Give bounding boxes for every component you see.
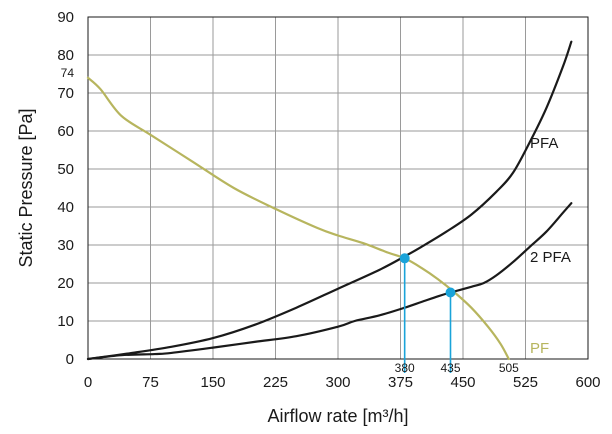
operating-point: [399, 253, 410, 264]
x-tick-label: 150: [200, 374, 225, 391]
x-tick-label: 0: [84, 374, 92, 391]
x-tick-label: 375: [388, 374, 413, 391]
y-tick-label: 10: [57, 313, 74, 330]
y-tick-label: 50: [57, 161, 74, 178]
x-axis-title: Airflow rate [m³/h]: [267, 406, 408, 426]
series-label-pf: PF: [530, 340, 549, 357]
y-tick-label: 40: [57, 199, 74, 216]
y-axis-title: Static Pressure [Pa]: [16, 108, 36, 267]
series-line-pfa: [86, 40, 573, 361]
y-tick-label: 70: [57, 85, 74, 102]
operating-point-label: 380: [395, 361, 415, 375]
x-tick-label: 450: [450, 374, 475, 391]
operating-point-label: 435: [440, 361, 460, 375]
plot-frame: [87, 16, 589, 360]
y-marker-label: 74: [61, 66, 75, 80]
y-tick-label: 30: [57, 237, 74, 254]
y-tick-label: 60: [57, 123, 74, 140]
operating-point: [445, 287, 456, 298]
x-tick-label: 600: [575, 374, 600, 391]
markers-layer: 380 435: [395, 253, 461, 375]
y-tick-label: 90: [57, 9, 74, 26]
series-line-2-pfa: [86, 202, 573, 361]
grid: [87, 16, 589, 360]
x-tick-label: 525: [513, 374, 538, 391]
y-tick-label: 20: [57, 275, 74, 292]
series-label-2-pfa: 2 PFA: [530, 249, 571, 266]
y-tick-label: 80: [57, 47, 74, 64]
annotations: 74 505: [61, 66, 520, 375]
pf-zero-label: 505: [499, 361, 519, 375]
series-layer: PF PFA 2 PFA: [86, 40, 573, 361]
x-tick-label: 300: [325, 374, 350, 391]
x-tick-labels: 0 75 150 225 300 375 450 525 600: [84, 374, 601, 391]
series-label-pfa: PFA: [530, 135, 558, 152]
x-tick-label: 225: [263, 374, 288, 391]
y-tick-labels: 0 10 20 30 40 50 60 70 80 90: [57, 9, 74, 368]
series-line-pf: [86, 76, 510, 361]
x-tick-label: 75: [142, 374, 159, 391]
y-tick-label: 0: [66, 351, 74, 368]
